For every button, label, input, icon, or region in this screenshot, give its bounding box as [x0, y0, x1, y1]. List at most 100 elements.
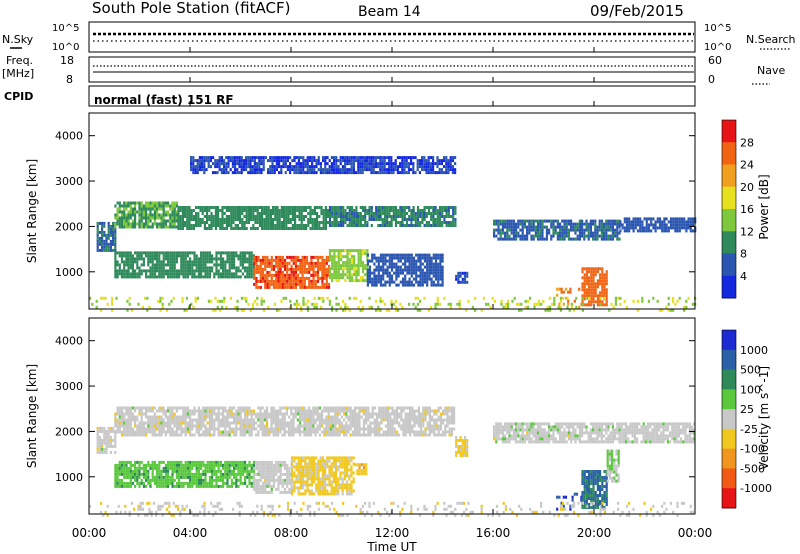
heatmap-cell [223, 159, 226, 163]
heatmap-cell [328, 258, 332, 262]
heatmap-cell [268, 270, 271, 274]
heatmap-cell [641, 226, 644, 230]
heatmap-cell [312, 415, 315, 419]
heatmap-cell [268, 415, 271, 419]
heatmap-cell [283, 421, 286, 425]
heatmap-cell [463, 271, 467, 275]
heatmap-cell [162, 222, 165, 226]
heatmap-cell [230, 218, 233, 221]
heatmap-cell [336, 412, 339, 416]
heatmap-cell [583, 267, 586, 271]
heatmap-cell [348, 224, 351, 227]
heatmap-cell [273, 168, 276, 172]
heatmap-cell [337, 165, 340, 169]
heatmap-cell [125, 269, 128, 273]
heatmap-cell [390, 159, 393, 163]
heatmap-cell [371, 406, 374, 410]
heatmap-cell [454, 206, 457, 209]
heatmap-cell [222, 433, 225, 437]
heatmap-cell [173, 254, 176, 258]
heatmap-cell [680, 223, 684, 227]
heatmap-cell [396, 165, 399, 169]
heatmap-cell [296, 406, 299, 410]
heatmap-cell [107, 245, 110, 249]
heatmap-cell [142, 412, 145, 416]
heatmap-cell [375, 283, 378, 287]
heatmap-cell [408, 277, 411, 281]
heatmap-cell [264, 285, 267, 289]
heatmap-cell [438, 162, 441, 166]
heatmap-cell [410, 212, 413, 215]
heatmap-cell [153, 272, 156, 276]
heatmap-cell [277, 276, 280, 280]
heatmap-cell [405, 206, 409, 209]
heatmap-cell [118, 207, 121, 211]
heatmap-cell [603, 288, 606, 292]
heatmap-cell [447, 212, 450, 215]
heatmap-cell [594, 282, 597, 286]
heatmap-cell [445, 221, 448, 224]
heatmap-cell [194, 171, 197, 175]
heatmap-cell [180, 430, 183, 434]
heatmap-cell [632, 217, 635, 221]
heatmap-cell [585, 222, 588, 226]
heatmap-cell [255, 276, 258, 280]
heatmap-cell [186, 409, 189, 413]
heatmap-cell [156, 210, 159, 214]
heatmap-cell [332, 418, 335, 422]
heatmap-cell [173, 433, 176, 437]
heatmap-cell [188, 224, 191, 227]
heatmap-cell [443, 159, 446, 163]
heatmap-cell [230, 263, 233, 267]
heatmap-cell [361, 156, 364, 160]
heatmap-cell [221, 209, 224, 212]
heatmap-cell [151, 415, 154, 419]
heatmap-cell [410, 280, 413, 284]
heatmap-cell [342, 218, 345, 221]
heatmap-cell [308, 171, 311, 175]
heatmap-cell [274, 218, 277, 221]
heatmap-cell [366, 268, 369, 272]
heatmap-cell [136, 418, 139, 422]
heatmap-cell [272, 421, 275, 425]
heatmap-cell [256, 165, 259, 169]
heatmap-cell [404, 280, 407, 284]
heatmap-cell [683, 217, 686, 221]
heatmap-cell [340, 430, 343, 434]
heatmap-cell [127, 269, 130, 273]
heatmap-cell [647, 217, 651, 221]
heatmap-cell [342, 206, 345, 209]
heatmap-cell [158, 275, 161, 279]
heatmap-cell [316, 261, 320, 265]
heatmap-cell [264, 279, 267, 283]
heatmap-cell [244, 254, 247, 258]
heatmap-cell [289, 162, 292, 166]
heatmap-cell [98, 438, 101, 442]
heatmap-cell [439, 268, 442, 272]
heatmap-cell [258, 215, 261, 218]
heatmap-cell [179, 221, 182, 224]
heatmap-cell [342, 267, 345, 271]
heatmap-cell [639, 217, 642, 221]
heatmap-cell [583, 222, 586, 226]
heatmap-cell [344, 273, 347, 277]
heatmap-cell [300, 206, 303, 209]
heatmap-cell [217, 409, 220, 413]
heatmap-cell [501, 222, 504, 226]
heatmap-cell [291, 212, 294, 215]
heatmap-cell [96, 444, 99, 448]
heatmap-cell [379, 162, 382, 166]
heatmap-cell [151, 430, 154, 434]
heatmap-cell [300, 168, 303, 172]
heatmap-cell [244, 269, 247, 273]
heatmap-cell [294, 412, 297, 416]
heatmap-cell [169, 254, 172, 258]
heatmap-cell [393, 265, 396, 269]
heatmap-cell [112, 233, 115, 237]
heatmap-cell [173, 213, 176, 217]
heatmap-cell [368, 168, 371, 172]
heatmap-cell [269, 159, 272, 163]
heatmap-cell [667, 302, 670, 306]
heatmap-cell [447, 221, 450, 224]
heatmap-cell [309, 215, 312, 218]
